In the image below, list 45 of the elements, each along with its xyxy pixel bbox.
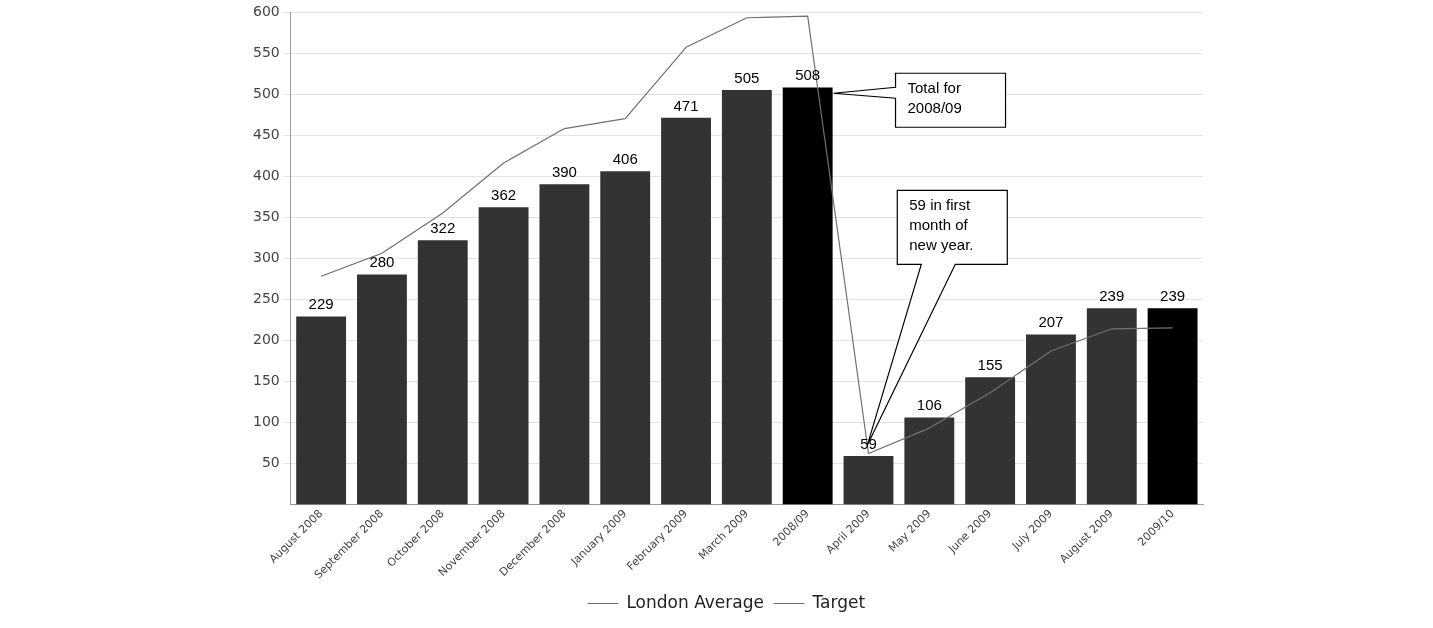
data-label: 207 (1038, 313, 1064, 331)
data-label: 505 (734, 68, 760, 86)
data-label: 322 (430, 218, 456, 236)
data-label: 390 (551, 162, 577, 180)
y-tick-label: 250 (252, 289, 280, 306)
bar (1147, 308, 1198, 505)
data-label: 471 (673, 96, 699, 114)
y-tick-label: 300 (252, 248, 280, 265)
bar (661, 117, 711, 505)
legend-label: Target (811, 591, 866, 612)
bar (904, 417, 955, 505)
y-tick-label: 200 (252, 330, 280, 347)
bar (539, 184, 590, 505)
bar (721, 89, 772, 505)
y-tick-label: 400 (252, 166, 280, 183)
data-label: 508 (795, 66, 821, 84)
y-tick-label: 600 (252, 2, 280, 19)
bar (296, 316, 347, 505)
y-tick-label: 150 (252, 371, 280, 388)
bar (965, 377, 1016, 505)
annotation: 59 in first month of new year. (909, 195, 974, 253)
data-label: 362 (491, 185, 517, 203)
data-label: 155 (977, 355, 1003, 373)
data-label: 106 (916, 396, 942, 414)
annotation: Total for 2008/09 (907, 78, 962, 116)
y-tick-label: 550 (252, 43, 280, 60)
data-label: 59 (860, 434, 877, 452)
bar (1086, 308, 1137, 505)
data-label: 239 (1099, 286, 1125, 304)
y-tick-label: 100 (252, 412, 280, 429)
data-label: 229 (308, 295, 334, 313)
data-label: 406 (612, 149, 638, 167)
data-label: 239 (1160, 286, 1186, 304)
y-tick-label: 500 (252, 84, 280, 101)
legend-label: London Average (626, 591, 764, 612)
y-tick-label: 50 (261, 454, 280, 471)
bar (600, 171, 651, 505)
y-tick-label: 350 (252, 207, 280, 224)
bar (417, 240, 468, 505)
y-tick-label: 450 (252, 125, 280, 142)
bar (843, 455, 894, 505)
bar (357, 274, 407, 505)
data-label: 280 (369, 253, 395, 271)
bar (478, 207, 529, 505)
bar (1026, 334, 1076, 505)
